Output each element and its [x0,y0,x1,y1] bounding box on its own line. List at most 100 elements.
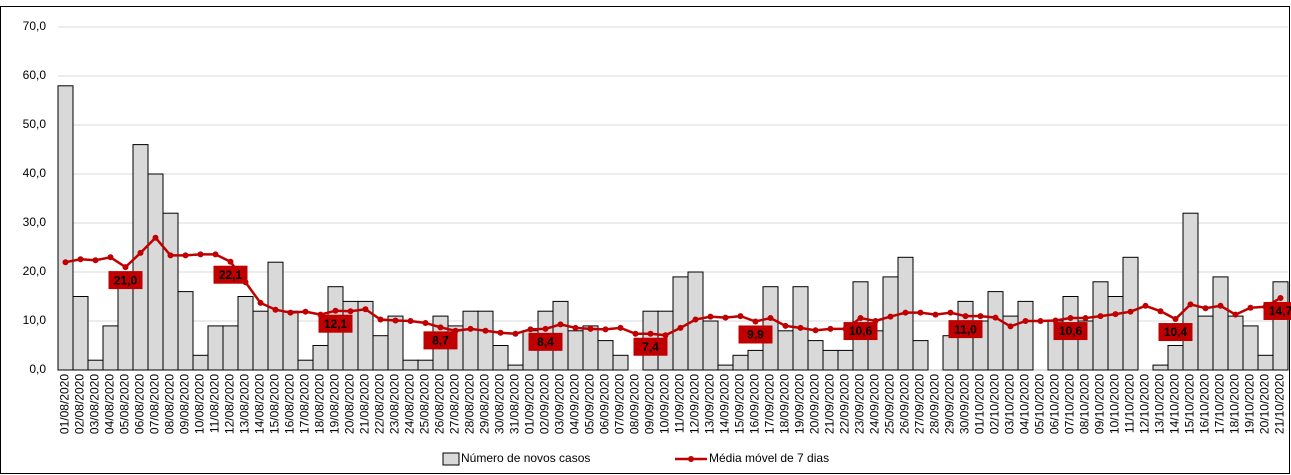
line-marker [1112,311,1119,318]
x-tick-label: 01/09/2020 [523,374,537,434]
value-label-box [1053,322,1088,341]
line-marker [527,326,534,333]
value-label-box [843,322,878,341]
bar [1242,325,1259,371]
bar [462,310,479,371]
x-tick-label: 06/10/2020 [1048,374,1062,434]
x-tick-label: 13/08/2020 [238,374,252,434]
x-tick-label: 23/09/2020 [853,374,867,434]
line-marker [782,322,789,329]
line-marker [602,326,609,333]
x-tick-label: 08/09/2020 [628,374,642,434]
line-marker [497,329,504,336]
x-tick-label: 12/08/2020 [223,374,237,434]
x-tick-label: 31/08/2020 [508,374,522,434]
value-label-box [1158,323,1193,342]
value-label-box [948,320,983,339]
line-marker [1082,315,1089,322]
line-marker [1202,305,1209,312]
x-tick-label: 13/09/2020 [703,374,717,434]
line-marker [632,330,639,337]
x-tick-label: 07/09/2020 [613,374,627,434]
line-marker [182,252,189,259]
bar [207,325,224,371]
bar [732,354,749,371]
value-label-box [108,271,143,290]
y-tick-label: 70,0 [23,19,47,33]
bar [987,291,1004,371]
bar [117,281,134,371]
bar [1227,315,1244,371]
bar [1212,276,1229,371]
line-marker [1172,316,1179,323]
bar [717,364,734,371]
bar [162,212,179,371]
line-marker [962,313,969,320]
x-tick-label: 19/09/2020 [793,374,807,434]
line-marker [347,308,354,315]
bar [402,359,419,371]
value-label: 10,6 [849,324,873,338]
line-marker [407,318,414,324]
y-tick-label: 60,0 [23,68,47,82]
x-tick-label: 14/08/2020 [253,374,267,434]
x-tick-label: 07/10/2020 [1063,374,1077,434]
line-marker [332,307,339,314]
bar [1092,281,1109,371]
y-tick-label: 30,0 [23,215,47,229]
x-tick-label: 19/10/2020 [1243,374,1257,434]
x-tick-label: 07/08/2020 [148,374,162,434]
x-tick-label: 30/09/2020 [958,374,972,434]
line-marker [1277,294,1284,301]
x-tick-label: 15/09/2020 [733,374,747,434]
x-tick-label: 18/08/2020 [313,374,327,434]
line-marker [377,316,384,323]
line [65,235,1282,337]
x-tick-label: 01/08/2020 [58,374,72,434]
line-marker [512,330,519,337]
x-tick-label: 06/09/2020 [598,374,612,434]
line-marker [797,324,804,331]
x-tick-label: 14/10/2020 [1168,374,1182,434]
x-tick-label: 08/08/2020 [163,374,177,434]
x-tick-label: 27/09/2020 [913,374,927,434]
line-marker [647,330,654,337]
bar [282,310,299,371]
y-tick-label: 20,0 [23,264,47,278]
value-label: 9,9 [747,328,764,342]
line-marker [1247,304,1254,311]
line-marker [887,313,894,320]
bar [177,291,194,371]
line-marker [1232,311,1239,318]
value-label-box [1263,301,1291,320]
x-tick-label: 03/09/2020 [553,374,567,434]
line-marker [662,332,669,339]
x-tick-label: 20/09/2020 [808,374,822,434]
line-marker [542,325,549,332]
x-tick-label: 21/08/2020 [358,374,372,434]
bar [297,359,314,371]
bar [507,364,524,371]
bar [567,330,584,371]
bar [882,276,899,371]
line-marker [707,313,714,320]
bar [492,345,509,371]
line-marker [482,327,489,334]
bar [102,325,119,371]
x-tick-label: 08/10/2020 [1078,374,1092,434]
x-tick-label: 30/08/2020 [493,374,507,434]
bar [1167,345,1184,371]
line-marker [902,309,909,316]
x-tick-label: 03/08/2020 [88,374,102,434]
line-marker [1157,308,1164,315]
line-marker [437,324,444,331]
line-marker [1142,302,1149,309]
line-marker [62,259,69,266]
line-marker [137,249,144,256]
line-marker [92,257,99,264]
line-marker [227,258,234,265]
value-label: 7,4 [642,340,659,354]
x-tick-label: 17/10/2020 [1213,374,1227,434]
line-marker [1037,318,1044,324]
line-marker [1067,315,1074,322]
